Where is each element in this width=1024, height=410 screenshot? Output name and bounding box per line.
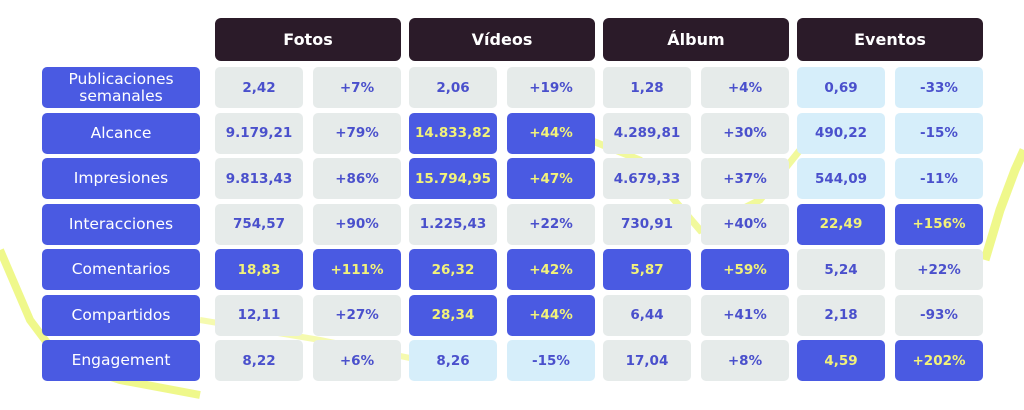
table-cell: +27% — [313, 294, 401, 336]
table-cell: 730,91 — [603, 203, 691, 245]
table-cell: 12,11 — [215, 294, 303, 336]
table-cell: 18,83 — [215, 249, 303, 290]
table-cell: 28,34 — [409, 294, 497, 336]
table-cell: +47% — [507, 158, 595, 199]
row-label: Compartidos — [42, 294, 200, 336]
table-cell: -33% — [895, 67, 983, 108]
table-cell: -93% — [895, 294, 983, 336]
table-cell: +44% — [507, 112, 595, 154]
table-cell: 4.679,33 — [603, 158, 691, 199]
table-cell: +90% — [313, 203, 401, 245]
column-header: Fotos — [215, 18, 401, 61]
table-cell: 22,49 — [797, 203, 885, 245]
table-cell: 5,24 — [797, 249, 885, 290]
row-label: Engagement — [42, 340, 200, 381]
table-cell: -15% — [507, 340, 595, 381]
table-cell: 9.179,21 — [215, 112, 303, 154]
table-cell: +30% — [701, 112, 789, 154]
table-cell: 4.289,81 — [603, 112, 691, 154]
table-cell: +4% — [701, 67, 789, 108]
table-cell: 2,42 — [215, 67, 303, 108]
table-cell: +202% — [895, 340, 983, 381]
table-cell: -11% — [895, 158, 983, 199]
row-label: Alcance — [42, 112, 200, 154]
column-header: Álbum — [603, 18, 789, 61]
table-cell: 8,26 — [409, 340, 497, 381]
table-cell: +42% — [507, 249, 595, 290]
table-cell: 754,57 — [215, 203, 303, 245]
table-cell: 8,22 — [215, 340, 303, 381]
table-cell: +111% — [313, 249, 401, 290]
table-cell: 17,04 — [603, 340, 691, 381]
table-cell: 0,69 — [797, 67, 885, 108]
table-cell: 544,09 — [797, 158, 885, 199]
row-label: Publicaciones semanales — [42, 67, 200, 108]
table-cell: 2,18 — [797, 294, 885, 336]
column-header: Eventos — [797, 18, 983, 61]
table-cell: 490,22 — [797, 112, 885, 154]
table-cell: 26,32 — [409, 249, 497, 290]
table-cell: 15.794,95 — [409, 158, 497, 199]
table-cell: 9.813,43 — [215, 158, 303, 199]
table-cell: +8% — [701, 340, 789, 381]
row-label: Impresiones — [42, 158, 200, 199]
table-cell: 2,06 — [409, 67, 497, 108]
table-cell: +156% — [895, 203, 983, 245]
table-cell: +41% — [701, 294, 789, 336]
table-cell: +59% — [701, 249, 789, 290]
table-cell: +44% — [507, 294, 595, 336]
table-cell: 5,87 — [603, 249, 691, 290]
table-cell: +86% — [313, 158, 401, 199]
row-label: Interacciones — [42, 203, 200, 245]
table-cell: +40% — [701, 203, 789, 245]
table-cell: +7% — [313, 67, 401, 108]
table-cell: +79% — [313, 112, 401, 154]
table-cell: 4,59 — [797, 340, 885, 381]
table-cell: 14.833,82 — [409, 112, 497, 154]
table-cell: +37% — [701, 158, 789, 199]
table-cell: +22% — [895, 249, 983, 290]
table-cell: +6% — [313, 340, 401, 381]
table-cell: +22% — [507, 203, 595, 245]
column-header: Vídeos — [409, 18, 595, 61]
table-cell: -15% — [895, 112, 983, 154]
table-cell: 6,44 — [603, 294, 691, 336]
table-cell: 1.225,43 — [409, 203, 497, 245]
table-cell: 1,28 — [603, 67, 691, 108]
row-label: Comentarios — [42, 249, 200, 290]
table-cell: +19% — [507, 67, 595, 108]
